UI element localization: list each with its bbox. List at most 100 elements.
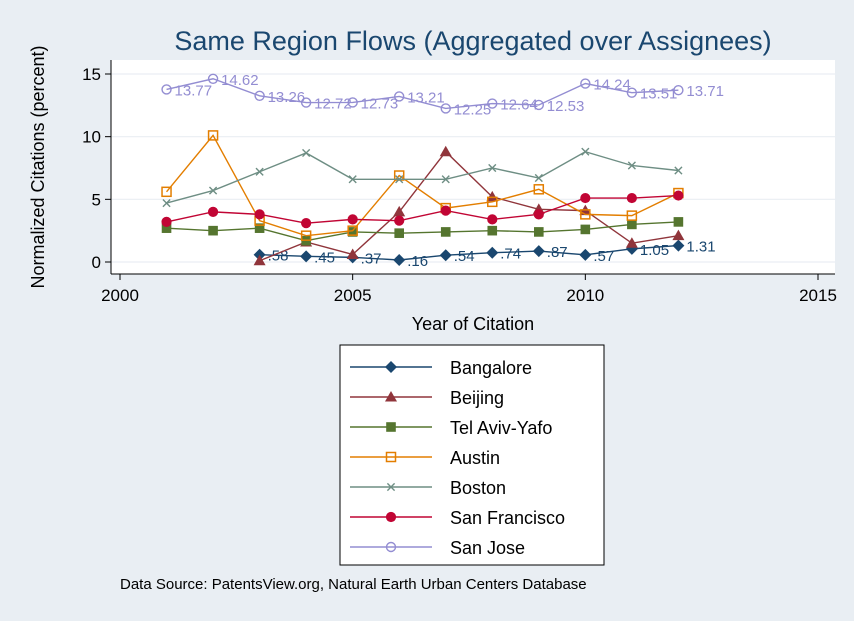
y-tick-label: 15 <box>82 65 101 84</box>
series-line-boston <box>166 150 679 204</box>
point-san-francisco <box>394 215 405 226</box>
point-tel-aviv-yafo <box>161 223 172 233</box>
point-san-jose <box>580 78 591 89</box>
point-san-francisco <box>301 218 312 229</box>
point-bangalore <box>486 246 499 259</box>
source-note: Data Source: PatentsView.org, Natural Ea… <box>120 576 587 593</box>
point-boston <box>302 148 311 158</box>
point-boston <box>162 198 171 208</box>
y-tick-label: 5 <box>92 190 101 209</box>
point-san-francisco <box>626 192 637 204</box>
data-label-san-jose: 14.62 <box>221 72 259 89</box>
y-tick-label: 0 <box>92 253 101 272</box>
legend-box <box>339 344 605 566</box>
point-san-francisco <box>254 209 265 220</box>
legend-label-san-jose: San Jose <box>450 538 525 558</box>
point-tel-aviv-yafo <box>347 227 358 237</box>
point-beijing <box>439 145 452 157</box>
point-san-francisco <box>347 214 358 225</box>
data-label-bangalore: 1.05 <box>640 242 669 259</box>
point-beijing <box>672 229 685 241</box>
data-label-san-jose: 13.21 <box>407 89 445 106</box>
point-san-francisco <box>487 214 498 225</box>
point-tel-aviv-yafo <box>440 227 451 237</box>
x-tick-label: 2010 <box>566 286 604 305</box>
data-label-bangalore: .54 <box>454 248 475 265</box>
series-line-tel-aviv-yafo <box>166 221 679 242</box>
data-label-bangalore: .58 <box>268 248 289 265</box>
legend-marker-tel-aviv-yafo <box>386 422 396 432</box>
point-boston <box>581 147 590 156</box>
data-label-san-jose: 12.72 <box>314 96 352 113</box>
point-beijing <box>346 248 359 259</box>
point-bangalore <box>253 248 266 261</box>
point-boston <box>627 161 636 170</box>
point-boston <box>534 173 543 183</box>
point-san-francisco <box>207 206 219 217</box>
point-tel-aviv-yafo <box>208 225 218 236</box>
point-bangalore <box>579 248 592 261</box>
legend-marker-bangalore <box>385 361 397 373</box>
point-tel-aviv-yafo <box>394 228 404 238</box>
x-axis-label: Year of Citation <box>412 314 534 334</box>
point-tel-aviv-yafo <box>580 224 591 235</box>
data-label-san-jose: 12.73 <box>361 95 399 112</box>
legend-label-beijing: Beijing <box>450 388 504 408</box>
legend-marker-san-jose <box>385 541 397 553</box>
point-tel-aviv-yafo <box>627 219 637 230</box>
point-tel-aviv-yafo <box>673 217 684 227</box>
point-san-jose <box>300 97 312 108</box>
point-austin <box>533 184 545 195</box>
point-san-jose <box>254 90 265 102</box>
point-boston <box>395 175 404 184</box>
point-boston <box>208 186 218 195</box>
legend-marker-san-francisco <box>385 511 397 523</box>
point-boston <box>488 163 497 173</box>
point-san-jose <box>673 84 684 96</box>
point-san-francisco <box>161 216 172 227</box>
point-austin <box>300 230 312 241</box>
legend-label-bangalore: Bangalore <box>450 358 532 378</box>
x-tick-label: 2005 <box>334 286 372 305</box>
point-beijing <box>486 190 499 202</box>
point-beijing <box>625 237 638 248</box>
data-label-san-jose: 12.64 <box>500 97 538 114</box>
data-label-san-jose: 13.51 <box>640 86 678 103</box>
point-san-jose <box>207 73 219 84</box>
point-austin <box>347 225 358 236</box>
data-label-san-jose: 13.71 <box>686 83 724 100</box>
point-austin <box>580 209 591 220</box>
series-line-austin <box>165 134 679 237</box>
data-label-san-jose: 12.25 <box>454 101 492 118</box>
point-bangalore <box>532 245 545 258</box>
data-label-san-jose: 13.26 <box>268 89 306 106</box>
plot-area <box>111 60 835 274</box>
point-tel-aviv-yafo <box>254 223 265 233</box>
y-axis-label: Normalized Citations (percent) <box>28 45 48 288</box>
point-san-jose <box>487 98 498 109</box>
point-boston <box>674 166 683 175</box>
point-bangalore <box>439 249 452 262</box>
point-austin <box>207 130 219 141</box>
data-label-bangalore: .16 <box>407 253 428 270</box>
series-line-bangalore <box>259 244 679 261</box>
x-tick-label: 2015 <box>799 286 837 305</box>
point-boston <box>255 167 264 176</box>
legend-label-austin: Austin <box>450 448 500 468</box>
x-tick-label: 2000 <box>101 286 139 305</box>
point-san-jose <box>440 103 451 114</box>
legend-marker-beijing <box>385 391 397 402</box>
point-san-jose <box>533 99 544 111</box>
legend-label-boston: Boston <box>450 478 506 498</box>
data-label-bangalore: .87 <box>547 244 568 261</box>
point-san-francisco <box>580 192 591 204</box>
legend-marker-boston <box>386 482 396 492</box>
data-label-bangalore: .37 <box>361 250 382 267</box>
legend-label-tel-aviv-yafo: Tel Aviv-Yafo <box>450 418 552 438</box>
legend-marker-austin <box>385 451 397 463</box>
point-bangalore <box>393 253 406 266</box>
point-boston <box>348 175 357 184</box>
point-austin <box>626 210 638 221</box>
point-beijing <box>393 205 406 217</box>
